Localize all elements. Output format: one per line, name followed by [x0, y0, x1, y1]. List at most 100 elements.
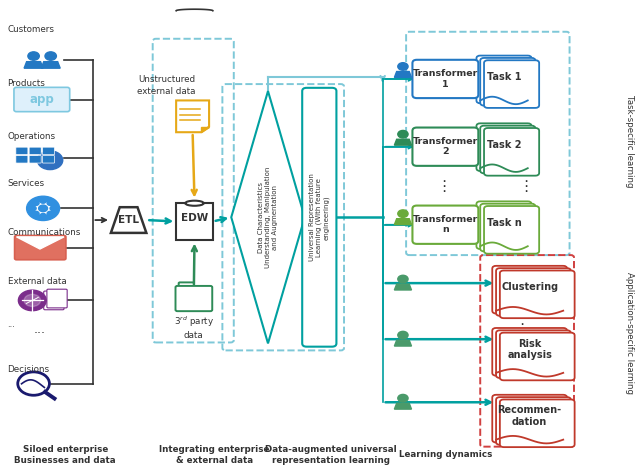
FancyBboxPatch shape — [492, 395, 567, 442]
FancyBboxPatch shape — [500, 271, 575, 318]
FancyBboxPatch shape — [484, 206, 539, 254]
Polygon shape — [17, 237, 64, 249]
FancyBboxPatch shape — [496, 268, 571, 316]
FancyBboxPatch shape — [476, 123, 532, 171]
Circle shape — [398, 394, 408, 402]
Circle shape — [398, 63, 408, 70]
Circle shape — [33, 212, 39, 216]
Text: Operations: Operations — [8, 133, 56, 141]
Circle shape — [47, 212, 53, 216]
Polygon shape — [394, 219, 412, 225]
Circle shape — [40, 213, 46, 218]
Polygon shape — [394, 403, 412, 409]
FancyBboxPatch shape — [44, 291, 64, 310]
FancyBboxPatch shape — [15, 235, 66, 260]
FancyBboxPatch shape — [496, 397, 571, 445]
Text: Universal Representation
Learning (With feature
engineering): Universal Representation Learning (With … — [308, 173, 330, 261]
FancyBboxPatch shape — [492, 328, 567, 376]
FancyBboxPatch shape — [47, 289, 67, 308]
Polygon shape — [41, 62, 60, 68]
Circle shape — [24, 294, 40, 306]
Circle shape — [35, 202, 51, 214]
Circle shape — [398, 275, 408, 283]
Polygon shape — [176, 203, 213, 240]
Text: ...: ... — [34, 323, 46, 336]
Text: Services: Services — [8, 179, 45, 188]
Circle shape — [33, 201, 39, 205]
FancyBboxPatch shape — [476, 55, 532, 103]
Circle shape — [398, 131, 408, 138]
Polygon shape — [394, 139, 412, 145]
FancyBboxPatch shape — [175, 286, 212, 311]
Circle shape — [37, 151, 63, 170]
Text: Data Characteristics
Understanding, Manipulation
and Augmentation: Data Characteristics Understanding, Mani… — [258, 166, 278, 268]
FancyBboxPatch shape — [480, 58, 535, 106]
FancyBboxPatch shape — [302, 88, 337, 347]
FancyBboxPatch shape — [492, 266, 567, 313]
Circle shape — [45, 52, 56, 60]
Text: ETL: ETL — [118, 215, 139, 225]
Text: Decisions: Decisions — [8, 365, 50, 374]
Text: Transformer
1: Transformer 1 — [413, 69, 478, 89]
FancyBboxPatch shape — [412, 205, 478, 244]
Text: Transformer
n: Transformer n — [413, 215, 478, 235]
Circle shape — [398, 331, 408, 339]
Circle shape — [398, 210, 408, 218]
Circle shape — [40, 198, 46, 203]
Circle shape — [38, 205, 47, 212]
FancyBboxPatch shape — [480, 204, 535, 251]
Text: Task-specific learning: Task-specific learning — [625, 95, 634, 188]
Text: Clustering: Clustering — [501, 282, 558, 292]
Polygon shape — [111, 207, 147, 233]
Circle shape — [27, 196, 60, 220]
Text: Application-specific learning: Application-specific learning — [625, 272, 634, 394]
Text: Transformer
2: Transformer 2 — [413, 137, 478, 157]
FancyBboxPatch shape — [500, 400, 575, 447]
Text: Task n: Task n — [486, 218, 522, 228]
Text: $3^{rd}$ party
data: $3^{rd}$ party data — [174, 315, 214, 340]
Circle shape — [50, 206, 56, 211]
FancyBboxPatch shape — [480, 125, 535, 173]
FancyBboxPatch shape — [29, 156, 41, 163]
Text: Learning dynamics: Learning dynamics — [399, 450, 492, 459]
Text: Unstructured
external data: Unstructured external data — [138, 76, 196, 95]
FancyBboxPatch shape — [16, 147, 28, 155]
FancyBboxPatch shape — [42, 156, 54, 163]
Text: Communications: Communications — [8, 228, 81, 237]
Circle shape — [18, 372, 49, 395]
FancyBboxPatch shape — [412, 127, 478, 166]
Text: Risk
analysis: Risk analysis — [508, 339, 552, 360]
FancyBboxPatch shape — [500, 333, 575, 380]
Ellipse shape — [186, 201, 204, 206]
FancyBboxPatch shape — [484, 128, 539, 176]
FancyBboxPatch shape — [484, 60, 539, 108]
Text: ⋮: ⋮ — [514, 322, 529, 337]
Text: Task 2: Task 2 — [487, 140, 521, 150]
Polygon shape — [231, 91, 305, 344]
FancyBboxPatch shape — [16, 156, 28, 163]
FancyBboxPatch shape — [14, 87, 70, 112]
FancyBboxPatch shape — [412, 60, 478, 98]
Circle shape — [30, 206, 36, 211]
Text: Integrating enterprise
& external data: Integrating enterprise & external data — [159, 445, 269, 465]
Text: Recommen-
dation: Recommen- dation — [497, 406, 562, 427]
Text: ⋮: ⋮ — [436, 180, 451, 195]
Text: Products: Products — [8, 78, 45, 87]
Text: ...: ... — [8, 320, 15, 329]
Polygon shape — [24, 62, 43, 68]
Text: External data: External data — [8, 277, 67, 286]
FancyBboxPatch shape — [496, 330, 571, 378]
Circle shape — [28, 52, 39, 60]
Text: ⋮: ⋮ — [518, 180, 534, 195]
Polygon shape — [202, 126, 209, 132]
Circle shape — [47, 201, 53, 205]
Text: app: app — [29, 93, 54, 106]
Polygon shape — [394, 340, 412, 346]
Text: Customers: Customers — [8, 25, 54, 34]
FancyBboxPatch shape — [42, 147, 54, 155]
Text: EDW: EDW — [181, 213, 208, 223]
Polygon shape — [176, 101, 209, 132]
FancyBboxPatch shape — [29, 147, 41, 155]
Text: Data-augmented universal
representation learning: Data-augmented universal representation … — [266, 445, 397, 465]
FancyBboxPatch shape — [476, 201, 532, 249]
